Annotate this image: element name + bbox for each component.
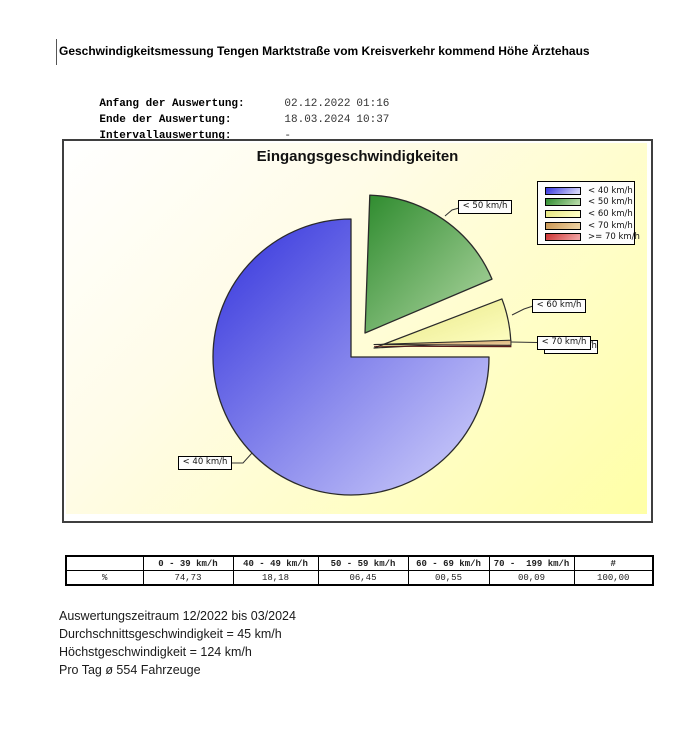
metadata-time: 10:37	[356, 114, 390, 126]
table-data-cell: 74,73	[142, 570, 234, 586]
pie-slice-under-70	[373, 339, 512, 346]
table-header-cell: 70 - 199 km/h	[488, 555, 575, 571]
table-data-cell: 06,45	[317, 570, 409, 586]
summary-period: Auswertungszeitraum 12/2022 bis 03/2024	[59, 609, 296, 623]
pie-slice-under-40	[212, 218, 490, 496]
legend-swatch-icon	[545, 233, 581, 242]
metadata-label: Anfang der Auswertung:	[99, 98, 245, 110]
metadata-label: Ende der Auswertung:	[99, 114, 232, 126]
callout-under-50: < 50 km/h	[458, 200, 512, 214]
pie-slice-under-50	[364, 194, 493, 334]
legend-row: < 50 km/h	[545, 197, 634, 209]
summary-average-speed: Durchschnittsgeschwindigkeit = 45 km/h	[59, 627, 282, 641]
legend-swatch-icon	[545, 186, 581, 195]
legend-label: < 50 km/h	[588, 197, 633, 208]
legend-swatch-icon	[545, 198, 581, 207]
legend-row: >= 70 km/h	[545, 231, 640, 243]
leader-line-under-70	[510, 341, 538, 343]
table-header-cell: 60 - 69 km/h	[407, 555, 490, 571]
table-data-cell: %	[65, 570, 144, 586]
table-header-cell: #	[573, 555, 654, 571]
text-cursor	[56, 39, 57, 65]
chart-title: Eingangsgeschwindigkeiten	[256, 148, 459, 165]
legend-swatch-icon	[545, 209, 581, 218]
metadata-date: 18.03.2024	[284, 114, 351, 126]
chart-panel: Eingangsgeschwindigkeiten < 40 km/h < 50…	[62, 139, 653, 523]
table-header-cell: 40 - 49 km/h	[232, 555, 319, 571]
pie-slice-70-plus	[373, 345, 512, 348]
speed-distribution-table: 0 - 39 km/h 40 - 49 km/h 50 - 59 km/h 60…	[65, 555, 654, 586]
metadata-time: 01:16	[356, 98, 390, 110]
leader-line-under-50	[444, 207, 460, 217]
legend-row: < 40 km/h	[545, 185, 634, 197]
callout-under-40: < 40 km/h	[178, 456, 232, 470]
table-header-cell: 50 - 59 km/h	[317, 555, 409, 571]
legend-label: < 40 km/h	[588, 185, 633, 196]
table-header-cell	[65, 555, 144, 571]
metadata-date: -	[284, 130, 292, 142]
legend-row: < 70 km/h	[545, 220, 634, 232]
callout-under-60: < 60 km/h	[532, 299, 586, 313]
leader-line-under-60	[511, 305, 534, 316]
summary-vehicles-per-day: Pro Tag ø 554 Fahrzeuge	[59, 663, 201, 677]
table-data-cell: 100,00	[573, 570, 654, 586]
page-title: Geschwindigkeitsmessung Tengen Marktstra…	[59, 44, 590, 58]
table-data-cell: 18,18	[232, 570, 319, 586]
legend-swatch-icon	[545, 221, 581, 230]
legend-label: >= 70 km/h	[588, 232, 640, 243]
legend-label: < 70 km/h	[588, 220, 633, 231]
summary-block: Auswertungszeitraum 12/2022 bis 03/2024 …	[59, 607, 296, 679]
chart-legend: < 40 km/h < 50 km/h < 60 km/h < 70 km/h …	[537, 181, 640, 245]
table-header-row: 0 - 39 km/h 40 - 49 km/h 50 - 59 km/h 60…	[65, 555, 654, 571]
summary-max-speed: Höchstgeschwindigkeit = 124 km/h	[59, 645, 252, 659]
table-header-cell: 0 - 39 km/h	[142, 555, 234, 571]
callout-under-70: < 70 km/h	[537, 336, 591, 350]
table-data-cell: 00,55	[407, 570, 490, 586]
table-data-cell: 00,09	[488, 570, 575, 586]
legend-label: < 60 km/h	[588, 208, 633, 219]
pie-chart-svg	[212, 194, 538, 496]
table-row: % 74,73 18,18 06,45 00,55 00,09 100,00	[65, 570, 654, 586]
evaluation-metadata: Anfang der Auswertung: 02.12.2022 01:16 En…	[73, 80, 389, 142]
metadata-date: 02.12.2022	[284, 98, 351, 110]
leader-line-under-40	[232, 452, 253, 464]
metadata-row: Ende der Auswertung: 18.03.2024 10:37	[73, 96, 389, 126]
metadata-row: Anfang der Auswertung: 02.12.2022 01:16	[73, 80, 389, 110]
legend-row: < 60 km/h	[545, 208, 634, 220]
